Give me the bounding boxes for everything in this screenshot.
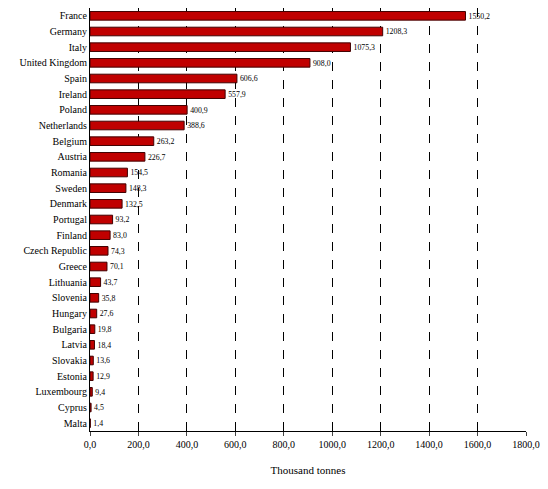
svg-text:27,6: 27,6 — [100, 309, 114, 318]
svg-text:Estonia: Estonia — [57, 371, 88, 382]
svg-text:908,0: 908,0 — [313, 59, 331, 68]
svg-text:Luxembourg: Luxembourg — [36, 386, 87, 397]
svg-text:4,5: 4,5 — [94, 403, 104, 412]
svg-text:Italy: Italy — [69, 42, 87, 53]
svg-text:13,6: 13,6 — [96, 356, 110, 365]
svg-text:Slovenia: Slovenia — [52, 292, 88, 303]
svg-text:France: France — [60, 10, 88, 21]
svg-text:Ireland: Ireland — [59, 89, 87, 100]
svg-text:1600,0: 1600,0 — [464, 439, 492, 450]
svg-text:263,2: 263,2 — [157, 137, 175, 146]
svg-text:Germany: Germany — [50, 26, 87, 37]
svg-text:18,4: 18,4 — [97, 341, 111, 350]
svg-text:United Kingdom: United Kingdom — [20, 57, 88, 68]
svg-text:557,9: 557,9 — [228, 90, 246, 99]
svg-text:Thousand tonnes: Thousand tonnes — [271, 464, 346, 476]
svg-text:154,5: 154,5 — [130, 168, 148, 177]
svg-text:Finland: Finland — [56, 230, 87, 241]
svg-text:Denmark: Denmark — [50, 198, 87, 209]
svg-text:0,0: 0,0 — [84, 439, 97, 450]
svg-text:606,6: 606,6 — [240, 74, 258, 83]
svg-text:1550,2: 1550,2 — [468, 12, 490, 21]
svg-text:Malta: Malta — [64, 418, 88, 429]
svg-text:1,4: 1,4 — [93, 419, 103, 428]
svg-text:Czech Republic: Czech Republic — [23, 245, 87, 256]
svg-text:148,3: 148,3 — [129, 184, 147, 193]
svg-text:132,5: 132,5 — [125, 200, 143, 209]
svg-text:74,3: 74,3 — [111, 247, 125, 256]
svg-text:Lithuania: Lithuania — [49, 277, 88, 288]
svg-text:800,0: 800,0 — [273, 439, 296, 450]
svg-text:Slovakia: Slovakia — [52, 355, 88, 366]
svg-text:400,9: 400,9 — [190, 106, 208, 115]
svg-text:1208,3: 1208,3 — [386, 27, 408, 36]
svg-text:Austria: Austria — [58, 151, 88, 162]
svg-text:Spain: Spain — [64, 73, 87, 84]
svg-text:226,7: 226,7 — [148, 153, 166, 162]
svg-text:400,0: 400,0 — [176, 439, 199, 450]
svg-text:1075,3: 1075,3 — [353, 43, 375, 52]
svg-text:200,0: 200,0 — [127, 439, 150, 450]
svg-text:43,7: 43,7 — [104, 278, 118, 287]
svg-text:Netherlands: Netherlands — [39, 120, 87, 131]
svg-text:Greece: Greece — [59, 261, 88, 272]
svg-text:9,4: 9,4 — [95, 388, 105, 397]
svg-text:83,0: 83,0 — [113, 231, 127, 240]
svg-text:Hungary: Hungary — [52, 308, 87, 319]
svg-text:Portugal: Portugal — [53, 214, 87, 225]
svg-text:1800,0: 1800,0 — [512, 439, 540, 450]
svg-text:600,0: 600,0 — [224, 439, 247, 450]
svg-text:Belgium: Belgium — [53, 136, 88, 147]
svg-text:35,8: 35,8 — [102, 294, 116, 303]
svg-text:19,8: 19,8 — [98, 325, 112, 334]
svg-text:Latvia: Latvia — [61, 339, 87, 350]
svg-text:1400,0: 1400,0 — [415, 439, 443, 450]
svg-text:Cyprus: Cyprus — [58, 402, 87, 413]
svg-text:93,2: 93,2 — [116, 215, 130, 224]
svg-text:1200,0: 1200,0 — [367, 439, 395, 450]
svg-text:Sweden: Sweden — [55, 183, 87, 194]
svg-text:Poland: Poland — [59, 104, 87, 115]
svg-text:1000,0: 1000,0 — [318, 439, 346, 450]
svg-text:388,6: 388,6 — [187, 121, 205, 130]
svg-text:12,9: 12,9 — [96, 372, 110, 381]
svg-text:Romania: Romania — [51, 167, 88, 178]
svg-text:Bulgaria: Bulgaria — [53, 324, 88, 335]
svg-text:70,1: 70,1 — [110, 262, 124, 271]
